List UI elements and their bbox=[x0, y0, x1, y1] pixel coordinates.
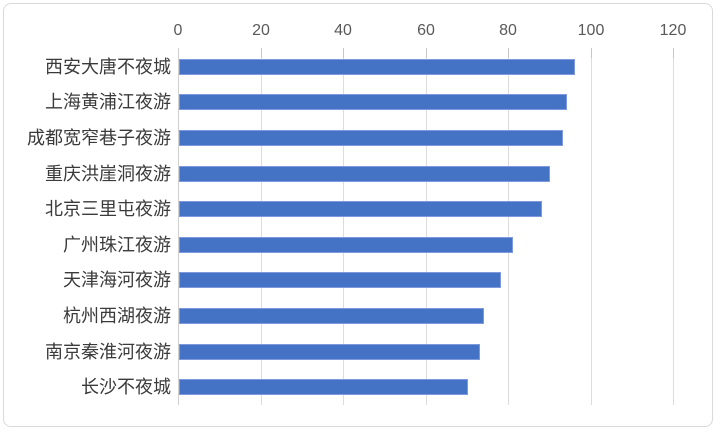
axis-tick-mark bbox=[591, 48, 592, 58]
category-label: 杭州西湖夜游 bbox=[63, 306, 171, 326]
category-label: 西安大唐不夜城 bbox=[45, 57, 171, 77]
bar bbox=[179, 379, 468, 395]
category-label: 重庆洪崖洞夜游 bbox=[45, 164, 171, 184]
bar bbox=[179, 166, 550, 182]
category-label: 上海黄浦江夜游 bbox=[45, 92, 171, 112]
category-label: 南京秦淮河夜游 bbox=[45, 342, 171, 362]
x-axis-tick-label: 0 bbox=[173, 22, 183, 39]
bar bbox=[179, 201, 542, 217]
bar bbox=[179, 130, 563, 146]
x-axis-tick-label: 120 bbox=[659, 22, 687, 39]
category-label: 广州珠江夜游 bbox=[63, 235, 171, 255]
category-axis-line bbox=[178, 48, 179, 405]
axis-tick-mark bbox=[673, 48, 674, 58]
gridline bbox=[261, 49, 262, 405]
bar bbox=[179, 59, 575, 75]
axis-tick-mark bbox=[343, 48, 344, 58]
category-label: 成都宽窄巷子夜游 bbox=[27, 128, 171, 148]
x-axis-tick-label: 60 bbox=[417, 22, 435, 39]
x-axis-tick-label: 40 bbox=[334, 22, 352, 39]
gridline bbox=[508, 49, 509, 405]
axis-tick-mark bbox=[261, 48, 262, 58]
gridline bbox=[343, 49, 344, 405]
bar bbox=[179, 94, 567, 110]
category-label: 天津海河夜游 bbox=[63, 270, 171, 290]
gridline bbox=[673, 49, 674, 405]
axis-tick-mark bbox=[508, 48, 509, 58]
gridline bbox=[591, 49, 592, 405]
bar bbox=[179, 308, 484, 324]
x-axis-tick-label: 100 bbox=[577, 22, 605, 39]
bar bbox=[179, 237, 513, 253]
category-label: 北京三里屯夜游 bbox=[45, 199, 171, 219]
category-label: 长沙不夜城 bbox=[81, 377, 171, 397]
bar bbox=[179, 344, 480, 360]
axis-tick-mark bbox=[426, 48, 427, 58]
bar bbox=[179, 272, 501, 288]
gridline bbox=[426, 49, 427, 405]
x-axis-tick-label: 80 bbox=[499, 22, 517, 39]
x-axis-tick-label: 20 bbox=[252, 22, 270, 39]
